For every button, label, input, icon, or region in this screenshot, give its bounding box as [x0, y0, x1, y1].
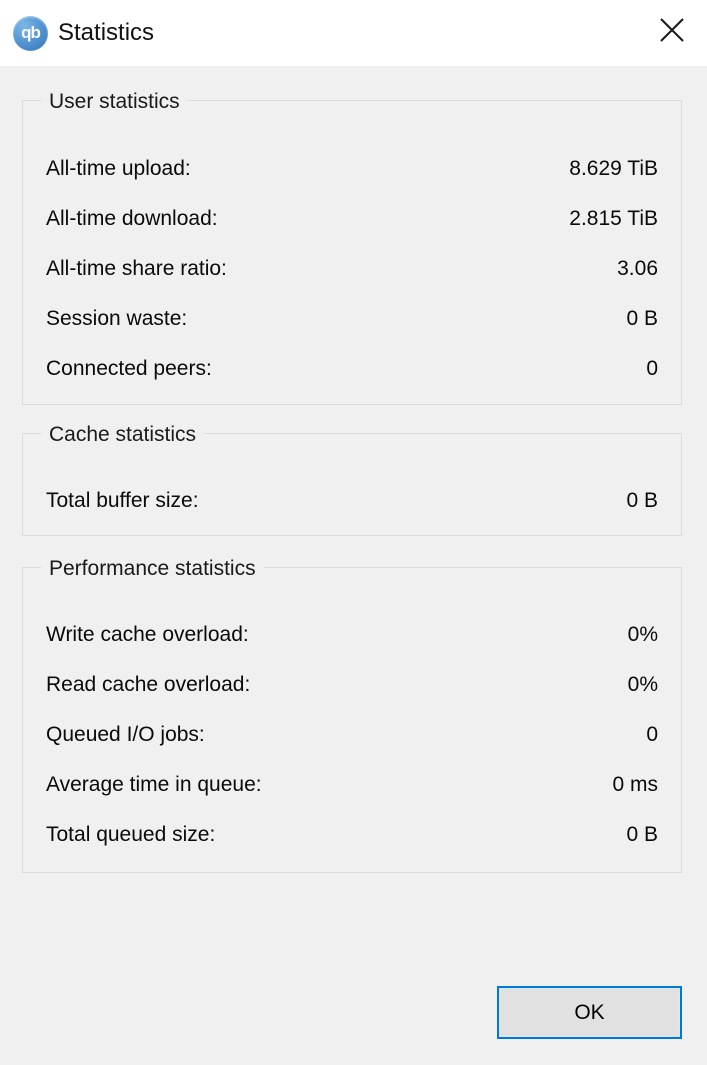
title-bar[interactable]: qb Statistics [0, 0, 707, 66]
stat-row-average-time-in-queue: Average time in queue: 0 ms [23, 760, 681, 810]
stat-label: Session waste: [46, 307, 188, 330]
group-user-statistics: User statistics All-time upload: 8.629 T… [22, 90, 682, 405]
stat-label: All-time download: [46, 207, 218, 230]
window-title: Statistics [58, 19, 155, 46]
stat-label: Queued I/O jobs: [46, 723, 205, 746]
stat-row-read-cache-overload: Read cache overload: 0% [23, 660, 681, 710]
group-performance-statistics: Performance statistics Write cache overl… [22, 557, 682, 873]
stat-label: All-time share ratio: [46, 257, 227, 280]
stat-value: 0 [646, 357, 658, 380]
stat-label: Total buffer size: [46, 489, 199, 512]
group-cache-statistics: Cache statistics Total buffer size: 0 B [22, 423, 682, 536]
stat-value: 2.815 TiB [569, 207, 658, 230]
stat-label: Read cache overload: [46, 673, 251, 696]
stat-label: Average time in queue: [46, 773, 262, 796]
stat-row-total-buffer-size: Total buffer size: 0 B [23, 476, 681, 526]
stat-row-all-time-download: All-time download: 2.815 TiB [23, 194, 681, 244]
group-title: User statistics [41, 90, 188, 114]
stat-value: 0 B [626, 307, 658, 330]
stat-value: 0 B [626, 489, 658, 512]
stat-value: 3.06 [617, 257, 658, 280]
stat-value: 0% [627, 673, 658, 696]
stat-row-all-time-upload: All-time upload: 8.629 TiB [23, 144, 681, 194]
stat-value: 0 [646, 723, 658, 746]
stat-row-total-queued-size: Total queued size: 0 B [23, 810, 681, 860]
close-icon [660, 18, 684, 42]
stat-label: Connected peers: [46, 357, 212, 380]
group-title: Cache statistics [41, 423, 205, 447]
stat-value: 0 ms [612, 773, 658, 796]
ok-button[interactable]: OK [497, 986, 682, 1039]
stat-value: 8.629 TiB [569, 157, 658, 180]
stat-row-queued-io-jobs: Queued I/O jobs: 0 [23, 710, 681, 760]
stat-label: All-time upload: [46, 157, 191, 180]
qbittorrent-logo-icon: qb [13, 15, 48, 51]
stat-row-connected-peers: Connected peers: 0 [23, 344, 681, 394]
stat-value: 0% [627, 623, 658, 646]
close-button[interactable] [641, 0, 703, 60]
group-title: Performance statistics [41, 557, 264, 581]
stat-label: Total queued size: [46, 823, 216, 846]
stat-row-write-cache-overload: Write cache overload: 0% [23, 610, 681, 660]
stat-row-share-ratio: All-time share ratio: 3.06 [23, 244, 681, 294]
stat-value: 0 B [626, 823, 658, 846]
stat-row-session-waste: Session waste: 0 B [23, 294, 681, 344]
stat-label: Write cache overload: [46, 623, 249, 646]
